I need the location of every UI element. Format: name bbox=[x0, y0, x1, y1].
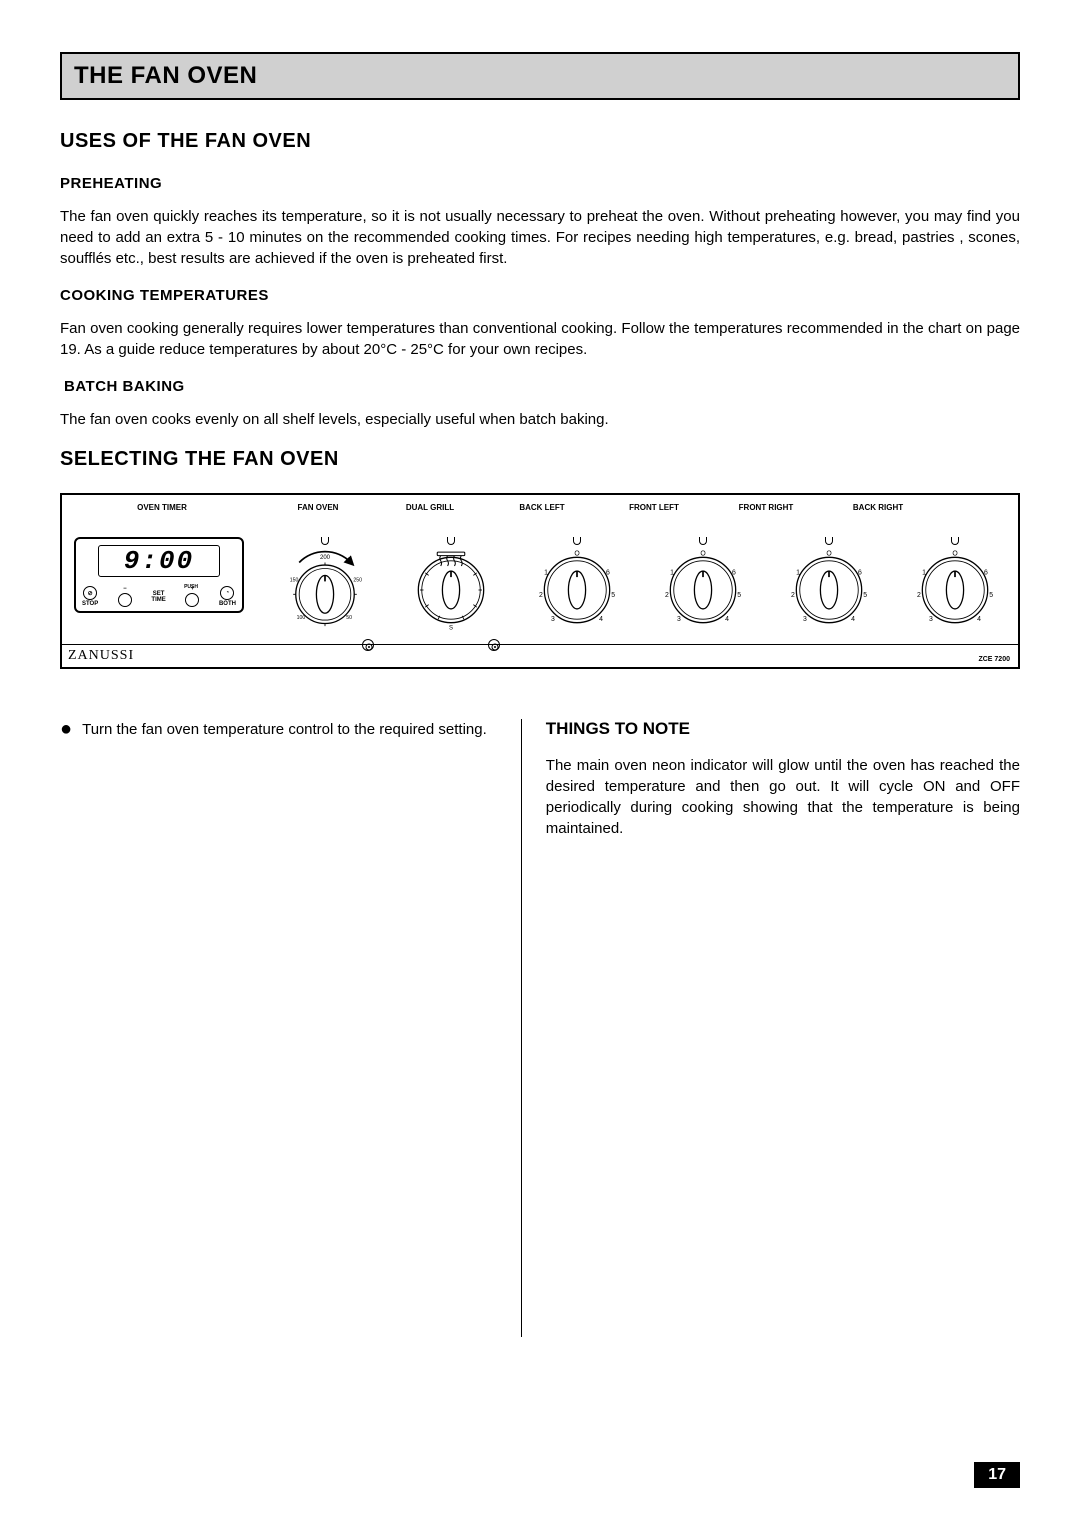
section-title-box: THE FAN OVEN bbox=[60, 52, 1020, 100]
selecting-heading: SELECTING THE FAN OVEN bbox=[60, 448, 1020, 471]
svg-text:6: 6 bbox=[732, 570, 736, 577]
svg-text:50: 50 bbox=[346, 615, 352, 621]
svg-text:3: 3 bbox=[929, 616, 933, 623]
label-dual-grill: DUAL GRILL bbox=[374, 503, 486, 512]
stop-label: STOP bbox=[82, 601, 98, 607]
svg-text:2: 2 bbox=[539, 592, 543, 599]
svg-text:4: 4 bbox=[851, 616, 855, 623]
svg-text:O: O bbox=[826, 551, 832, 558]
svg-text:100: 100 bbox=[297, 615, 306, 621]
indicator-icon bbox=[362, 639, 374, 651]
fan-oven-knob: 200 250 150 100 50 bbox=[262, 537, 388, 633]
label-back-right: BACK RIGHT bbox=[822, 503, 934, 512]
timer-lcd: 9:00 bbox=[98, 545, 220, 577]
hob-knob-front-right: O 6 5 4 3 2 1 bbox=[766, 537, 892, 633]
hob-knob-front-left: O 6 5 4 3 2 1 bbox=[640, 537, 766, 633]
brand-label: ZANUSSI bbox=[68, 648, 134, 664]
dual-grill-knob: S bbox=[388, 537, 514, 633]
hob-knob-svg: O 6 5 4 3 2 1 bbox=[786, 547, 872, 633]
svg-text:150: 150 bbox=[290, 577, 299, 583]
svg-text:2: 2 bbox=[917, 592, 921, 599]
label-fan-oven: FAN OVEN bbox=[262, 503, 374, 512]
control-panel-diagram: OVEN TIMER FAN OVEN DUAL GRILL BACK LEFT… bbox=[60, 493, 1020, 669]
svg-text:2: 2 bbox=[791, 592, 795, 599]
hob-knob-back-left: O 6 5 4 3 2 1 bbox=[514, 537, 640, 633]
both-label: BOTH bbox=[219, 601, 236, 607]
svg-text:3: 3 bbox=[677, 616, 681, 623]
notes-text: The main oven neon indicator will glow u… bbox=[546, 755, 1020, 839]
label-back-left: BACK LEFT bbox=[486, 503, 598, 512]
svg-text:5: 5 bbox=[737, 592, 741, 599]
svg-text:5: 5 bbox=[611, 592, 615, 599]
svg-text:3: 3 bbox=[803, 616, 807, 623]
label-front-left: FRONT LEFT bbox=[598, 503, 710, 512]
push-label: PUSH bbox=[184, 584, 198, 590]
model-label: ZCE 7200 bbox=[978, 656, 1010, 663]
set-time-label: SET TIME bbox=[151, 591, 165, 603]
dual-grill-knob-svg: S bbox=[408, 547, 494, 633]
stop-button-icon: ⊘ bbox=[83, 586, 97, 600]
svg-text:1: 1 bbox=[544, 570, 548, 577]
page-content: THE FAN OVEN USES OF THE FAN OVEN PREHEA… bbox=[60, 52, 1020, 1337]
svg-text:6: 6 bbox=[858, 570, 862, 577]
plus-button-icon bbox=[185, 593, 199, 607]
page-number: 17 bbox=[974, 1462, 1020, 1488]
timer-cell: 9:00 ⊘ STOP − SET TIME + bbox=[62, 537, 262, 613]
right-column: THINGS TO NOTE The main oven neon indica… bbox=[521, 719, 1020, 1337]
svg-text:2: 2 bbox=[665, 592, 669, 599]
batch-title: BATCH BAKING bbox=[64, 378, 1020, 395]
svg-text:4: 4 bbox=[599, 616, 603, 623]
svg-text:1: 1 bbox=[922, 570, 926, 577]
svg-text:O: O bbox=[952, 551, 958, 558]
svg-text:O: O bbox=[700, 551, 706, 558]
svg-text:5: 5 bbox=[863, 592, 867, 599]
knob-row: 9:00 ⊘ STOP − SET TIME + bbox=[62, 537, 1018, 633]
cooking-temps-title: COOKING TEMPERATURES bbox=[60, 287, 1020, 304]
svg-text:5: 5 bbox=[989, 592, 993, 599]
cooking-temps-text: Fan oven cooking generally requires lowe… bbox=[60, 318, 1020, 360]
notes-heading: THINGS TO NOTE bbox=[546, 719, 1020, 739]
batch-text: The fan oven cooks evenly on all shelf l… bbox=[60, 409, 1020, 430]
label-front-right: FRONT RIGHT bbox=[710, 503, 822, 512]
timer-box: 9:00 ⊘ STOP − SET TIME + bbox=[74, 537, 244, 613]
minus-label: − bbox=[123, 586, 127, 592]
hob-knob-svg: O 6 5 4 3 2 1 bbox=[660, 547, 746, 633]
section-title: THE FAN OVEN bbox=[74, 62, 1006, 90]
svg-text:4: 4 bbox=[725, 616, 729, 623]
preheating-text: The fan oven quickly reaches its tempera… bbox=[60, 206, 1020, 269]
svg-text:200: 200 bbox=[320, 555, 331, 561]
svg-text:3: 3 bbox=[551, 616, 555, 623]
svg-text:6: 6 bbox=[984, 570, 988, 577]
fan-oven-knob-svg: 200 250 150 100 50 bbox=[282, 547, 368, 633]
label-oven-timer: OVEN TIMER bbox=[62, 503, 262, 512]
preheating-title: PREHEATING bbox=[60, 175, 1020, 192]
bullet-text: Turn the fan oven temperature control to… bbox=[82, 719, 487, 740]
uses-heading: USES OF THE FAN OVEN bbox=[60, 130, 1020, 153]
svg-text:250: 250 bbox=[353, 577, 362, 583]
minus-button-icon bbox=[118, 593, 132, 607]
diagram-labels-row: OVEN TIMER FAN OVEN DUAL GRILL BACK LEFT… bbox=[62, 503, 1018, 512]
indicator-icon bbox=[488, 639, 500, 651]
timer-buttons: ⊘ STOP − SET TIME + PUSH bbox=[82, 586, 236, 607]
hob-knob-svg: O 6 5 4 3 2 1 bbox=[912, 547, 998, 633]
hob-knob-svg: O 6 5 4 3 2 1 bbox=[534, 547, 620, 633]
bullet-dot-icon: ● bbox=[60, 719, 72, 740]
svg-text:6: 6 bbox=[606, 570, 610, 577]
left-column: ● Turn the fan oven temperature control … bbox=[60, 719, 521, 1337]
svg-text:S: S bbox=[449, 626, 453, 632]
svg-text:4: 4 bbox=[977, 616, 981, 623]
svg-text:1: 1 bbox=[796, 570, 800, 577]
hob-knob-back-right: O 6 5 4 3 2 1 bbox=[892, 537, 1018, 633]
bullet-item: ● Turn the fan oven temperature control … bbox=[60, 719, 497, 740]
timer-display: 9:00 bbox=[124, 546, 194, 576]
svg-text:1: 1 bbox=[670, 570, 674, 577]
svg-text:O: O bbox=[574, 551, 580, 558]
two-column-section: ● Turn the fan oven temperature control … bbox=[60, 719, 1020, 1337]
both-button-icon: ◔ bbox=[220, 586, 234, 600]
